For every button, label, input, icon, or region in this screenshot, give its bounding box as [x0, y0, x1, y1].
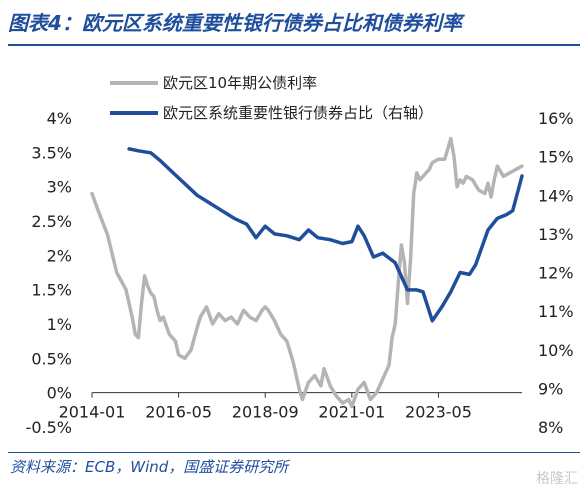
watermark-logo: 格隆汇	[536, 471, 578, 487]
right-axis-tick-label: 11%	[538, 302, 574, 321]
x-axis-ticks: 2014-01 2016-05 2018-09 2021-01 2023-05	[59, 392, 472, 422]
left-axis-tick-label: -0.5%	[26, 418, 72, 437]
left-axis-ticks: -0.5% 0% 0.5% 1% 1.5% 2% 2.5% 3% 3.5% 4%	[26, 109, 72, 437]
legend: 欧元区10年期公债利率 欧元区系统重要性银行债券占比（右轴）	[110, 74, 433, 122]
right-axis-tick-label: 15%	[538, 148, 574, 167]
left-axis-tick-label: 0%	[47, 384, 72, 403]
left-axis-tick-label: 2.5%	[31, 212, 72, 231]
right-axis-tick-label: 16%	[538, 109, 574, 128]
right-axis-tick-label: 8%	[538, 418, 563, 437]
left-axis-tick-label: 3%	[47, 178, 72, 197]
right-axis-tick-label: 10%	[538, 341, 574, 360]
x-axis-tick-label: 2014-01	[59, 403, 126, 422]
right-axis-tick-label: 12%	[538, 264, 574, 283]
right-axis-ticks: 8% 9% 10% 11% 12% 13% 14% 15% 16%	[538, 109, 574, 437]
chart-title: 图表4：欧元区系统重要性银行债券占比和债券利率	[8, 11, 462, 35]
series-line-bond-yield	[90, 136, 524, 409]
legend-label-bond-yield: 欧元区10年期公债利率	[163, 74, 317, 92]
source-divider	[8, 452, 580, 453]
x-axis-tick-label: 2021-01	[318, 403, 385, 422]
title-divider	[8, 44, 580, 46]
right-axis-tick-label: 13%	[538, 225, 574, 244]
right-axis-tick-label: 9%	[538, 379, 563, 398]
x-axis-tick-label: 2016-05	[145, 403, 212, 422]
series-line-bank-bond-share	[127, 147, 524, 323]
x-axis-tick-label: 2018-09	[232, 403, 299, 422]
right-axis-tick-label: 14%	[538, 186, 574, 205]
left-axis-tick-label: 1%	[47, 315, 72, 334]
left-axis-tick-label: 4%	[47, 109, 72, 128]
left-axis-tick-label: 2%	[47, 246, 72, 265]
left-axis-tick-label: 3.5%	[31, 143, 72, 162]
left-axis-tick-label: 0.5%	[31, 349, 72, 368]
legend-label-bank-bond-share: 欧元区系统重要性银行债券占比（右轴）	[163, 104, 433, 122]
left-axis-tick-label: 1.5%	[31, 281, 72, 300]
source-note: 资料来源：ECB，Wind，国盛证券研究所	[10, 458, 289, 476]
x-axis-tick-label: 2023-05	[405, 403, 472, 422]
